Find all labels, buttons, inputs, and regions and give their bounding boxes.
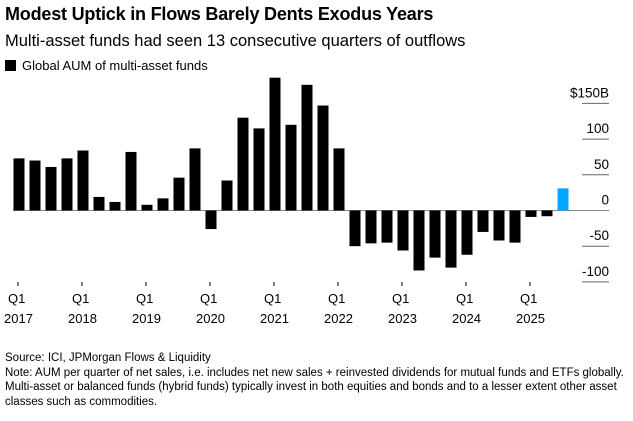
bar bbox=[333, 148, 345, 211]
bar bbox=[365, 210, 377, 244]
bar bbox=[541, 210, 553, 217]
bar bbox=[349, 210, 361, 247]
bar bbox=[93, 196, 105, 211]
x-tick-quarter: Q1 bbox=[520, 291, 537, 306]
chart-title: Modest Uptick in Flows Barely Dents Exod… bbox=[5, 4, 434, 24]
bar bbox=[205, 210, 217, 230]
legend-label: Global AUM of multi-asset funds bbox=[22, 58, 208, 73]
y-tick-label: 100 bbox=[586, 121, 609, 136]
footnotes: Source: ICI, JPMorgan Flows & Liquidity … bbox=[5, 351, 625, 409]
x-tick-year: 2023 bbox=[388, 311, 417, 326]
bar bbox=[173, 177, 185, 211]
y-tick-label: $150B bbox=[570, 85, 609, 100]
y-tick-label: 50 bbox=[594, 157, 609, 172]
bar bbox=[125, 151, 137, 211]
bar bbox=[413, 210, 425, 271]
bar bbox=[77, 150, 89, 211]
bar bbox=[429, 210, 441, 258]
bar bbox=[141, 204, 153, 211]
bar bbox=[13, 158, 25, 211]
x-tick-year: 2017 bbox=[4, 311, 33, 326]
bar-chart: $150B 100 50 0 -50 -100 Q1 2017 Q1 2018 Q1 2019 Q1 20… bbox=[4, 77, 609, 326]
x-tick-year: 2020 bbox=[196, 311, 225, 326]
bar bbox=[317, 105, 329, 211]
bar bbox=[301, 84, 313, 211]
x-tick-year: 2025 bbox=[516, 311, 545, 326]
x-tick-year: 2018 bbox=[68, 311, 97, 326]
y-tick-label: -100 bbox=[582, 264, 609, 279]
chart-subtitle: Multi-asset funds had seen 13 consecutiv… bbox=[5, 32, 466, 50]
x-tick-year: 2024 bbox=[452, 311, 481, 326]
x-tick-year: 2022 bbox=[324, 311, 353, 326]
x-tick-quarter: Q1 bbox=[392, 291, 409, 306]
bar bbox=[109, 201, 121, 211]
bar bbox=[493, 210, 505, 241]
x-tick-year: 2021 bbox=[260, 311, 289, 326]
bar bbox=[461, 210, 473, 255]
bar bbox=[29, 160, 41, 211]
bar bbox=[445, 210, 457, 268]
x-tick-quarter: Q1 bbox=[8, 291, 25, 306]
bar bbox=[157, 198, 169, 211]
source-text: Source: ICI, JPMorgan Flows & Liquidity bbox=[5, 352, 211, 364]
bar bbox=[381, 210, 393, 243]
bar bbox=[397, 210, 409, 251]
bar bbox=[557, 188, 569, 211]
legend: Global AUM of multi-asset funds bbox=[5, 58, 208, 73]
bar bbox=[525, 210, 537, 217]
bar bbox=[237, 117, 249, 211]
legend-swatch bbox=[5, 60, 16, 71]
bar bbox=[253, 128, 265, 211]
x-tick-year: 2019 bbox=[132, 311, 161, 326]
bar bbox=[61, 158, 73, 211]
x-tick-quarter: Q1 bbox=[456, 291, 473, 306]
x-tick-quarter: Q1 bbox=[264, 291, 281, 306]
x-tick-quarter: Q1 bbox=[200, 291, 217, 306]
note-text: Note: AUM per quarter of net sales, i.e.… bbox=[5, 366, 624, 408]
bar bbox=[45, 166, 57, 211]
x-tick-quarter: Q1 bbox=[72, 291, 89, 306]
x-tick-quarter: Q1 bbox=[328, 291, 345, 306]
y-tick-label: 0 bbox=[601, 193, 609, 208]
bar bbox=[269, 77, 281, 211]
y-tick-label: -50 bbox=[589, 228, 609, 243]
bar bbox=[509, 210, 521, 243]
bar bbox=[221, 180, 233, 211]
bar bbox=[477, 210, 489, 232]
x-tick-quarter: Q1 bbox=[136, 291, 153, 306]
bar bbox=[285, 124, 297, 211]
bar bbox=[189, 148, 201, 211]
